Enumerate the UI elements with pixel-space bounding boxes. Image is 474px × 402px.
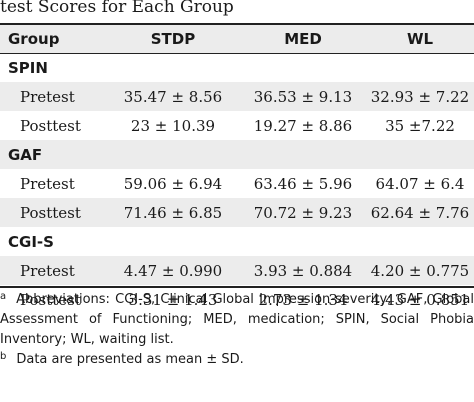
table-row: Pretest 35.47 ± 8.56 36.53 ± 9.13 32.93 … xyxy=(0,82,474,111)
row-label: Pretest xyxy=(20,174,75,193)
table-title: test Scores for Each Group xyxy=(0,0,234,17)
footnote-mark: b xyxy=(0,351,7,362)
cell-stdp: 59.06 ± 6.94 xyxy=(123,174,223,193)
cell-wl: 4.20 ± 0.775 xyxy=(370,261,470,280)
cell-med: 36.53 ± 9.13 xyxy=(253,87,353,106)
column-header-stdp: STDP xyxy=(150,29,196,48)
row-label: Pretest xyxy=(20,87,75,106)
footnote-text: Abbreviations: CGI-S, Clinical Global Im… xyxy=(0,292,474,347)
cell-stdp: 4.47 ± 0.990 xyxy=(123,261,223,280)
table-row: Posttest 23 ± 10.39 19.27 ± 8.86 35 ±7.2… xyxy=(0,111,474,140)
column-header-wl: WL xyxy=(406,29,434,48)
group-label: SPIN xyxy=(8,58,48,77)
group-row-spin: SPIN xyxy=(0,53,474,82)
cell-med: 2.73 ± 1.34 xyxy=(258,290,348,309)
group-row-cgi-s: CGI-S xyxy=(0,227,474,256)
row-label: Posttest xyxy=(20,203,81,222)
bottom-rule xyxy=(0,286,474,288)
top-rule xyxy=(0,23,474,25)
group-label: CGI-S xyxy=(8,232,54,251)
group-label: GAF xyxy=(8,145,43,164)
cell-stdp: 71.46 ± 6.85 xyxy=(123,203,223,222)
footnote-mark: a xyxy=(0,291,7,302)
cell-med: 19.27 ± 8.86 xyxy=(253,116,353,135)
cell-stdp: 35.47 ± 8.56 xyxy=(123,87,223,106)
table-row: Pretest 4.47 ± 0.990 3.93 ± 0.884 4.20 ±… xyxy=(0,256,474,285)
scores-table: Group STDP MED WL SPIN Pretest 35.47 ± 8… xyxy=(0,25,474,314)
header-row: Group STDP MED WL xyxy=(0,25,474,53)
footnote-a: a Abbreviations: CGI-S, Clinical Global I… xyxy=(0,290,474,350)
cell-med: 3.93 ± 0.884 xyxy=(253,261,353,280)
cell-med: 70.72 ± 9.23 xyxy=(253,203,353,222)
cell-wl: 64.07 ± 6.4 xyxy=(375,174,465,193)
cell-wl: 4.43 ± 0.851 xyxy=(370,290,470,309)
table-row: Pretest 59.06 ± 6.94 63.46 ± 5.96 64.07 … xyxy=(0,169,474,198)
group-row-gaf: GAF xyxy=(0,140,474,169)
row-label: Posttest xyxy=(20,116,81,135)
table-row: Posttest 3.31 ± 1.43 2.73 ± 1.34 4.43 ± … xyxy=(0,285,474,314)
footnote-b: b Data are presented as mean ± SD. xyxy=(0,350,474,370)
footnotes: a Abbreviations: CGI-S, Clinical Global I… xyxy=(0,290,474,370)
row-label: Pretest xyxy=(20,261,75,280)
cell-wl: 35 ±7.22 xyxy=(385,116,455,135)
row-label: Posttest xyxy=(20,290,81,309)
column-header-group: Group xyxy=(8,29,60,48)
footnote-text: Data are presented as mean ± SD. xyxy=(16,352,244,367)
cell-stdp: 3.31 ± 1.43 xyxy=(128,290,218,309)
cell-wl: 32.93 ± 7.22 xyxy=(370,87,470,106)
cell-stdp: 23 ± 10.39 xyxy=(130,116,216,135)
table-row: Posttest 71.46 ± 6.85 70.72 ± 9.23 62.64… xyxy=(0,198,474,227)
column-header-med: MED xyxy=(284,29,322,48)
cell-med: 63.46 ± 5.96 xyxy=(253,174,353,193)
cell-wl: 62.64 ± 7.76 xyxy=(370,203,470,222)
